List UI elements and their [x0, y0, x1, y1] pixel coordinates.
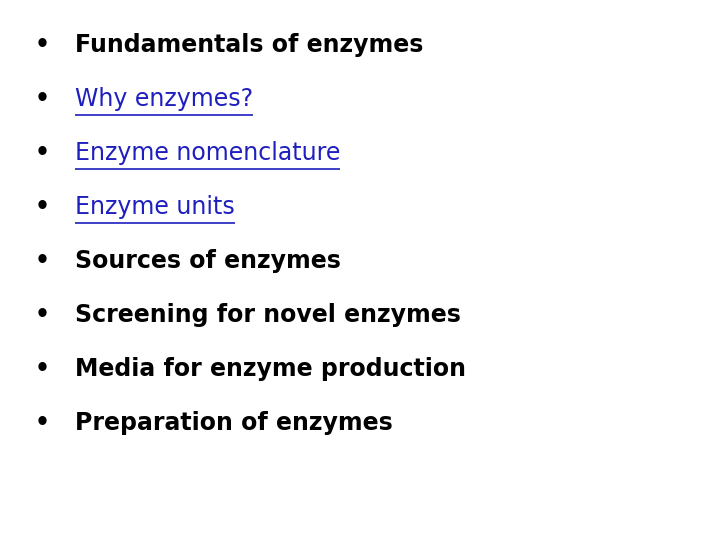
Text: Enzyme units: Enzyme units [75, 195, 235, 219]
Text: •: • [35, 249, 50, 273]
Text: •: • [35, 357, 50, 381]
Text: Media for enzyme production: Media for enzyme production [75, 357, 466, 381]
Text: Preparation of enzymes: Preparation of enzymes [75, 411, 392, 435]
Text: Sources of enzymes: Sources of enzymes [75, 249, 341, 273]
Text: Why enzymes?: Why enzymes? [75, 87, 253, 111]
Text: •: • [35, 87, 50, 111]
Text: •: • [35, 141, 50, 165]
Text: Fundamentals of enzymes: Fundamentals of enzymes [75, 33, 423, 57]
Text: •: • [35, 303, 50, 327]
Text: •: • [35, 33, 50, 57]
Text: •: • [35, 411, 50, 435]
Text: Enzyme nomenclature: Enzyme nomenclature [75, 141, 341, 165]
Text: Screening for novel enzymes: Screening for novel enzymes [75, 303, 461, 327]
Text: •: • [35, 195, 50, 219]
